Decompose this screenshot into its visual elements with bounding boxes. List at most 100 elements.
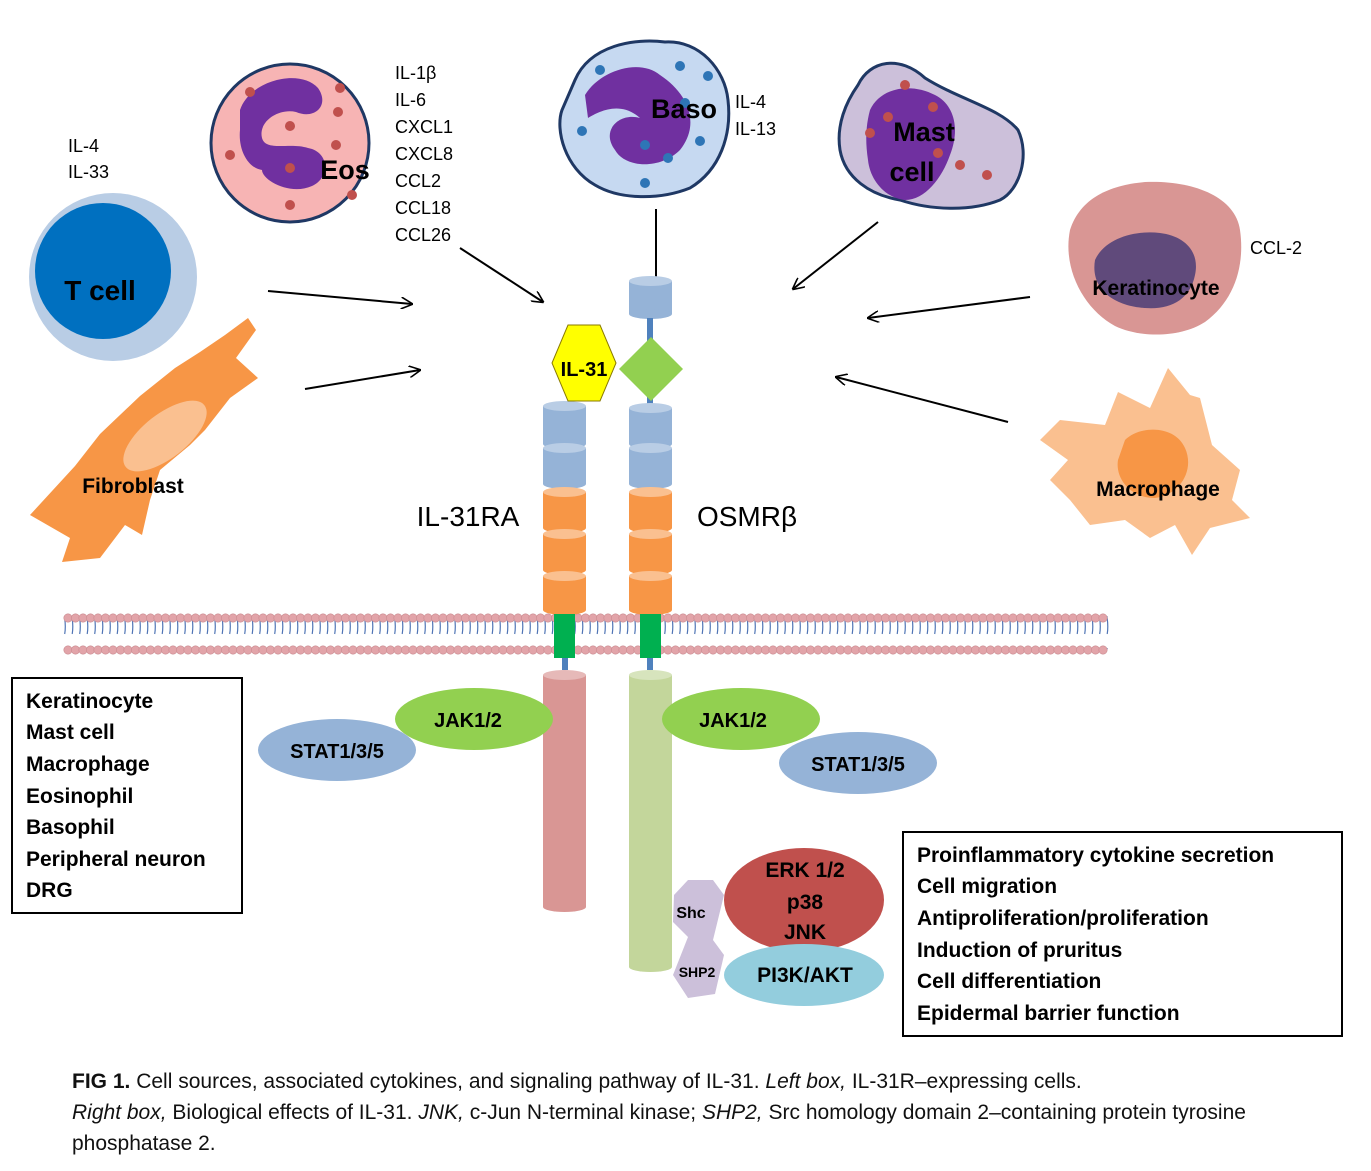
phospholipid-head [775,645,785,655]
phospholipid-head [318,613,328,623]
phospholipid-head [603,613,613,623]
mapk-group: ERK 1/2 p38 JNK [724,848,884,952]
caption-shp2-text: Src homology domain 2–containing protein… [72,1101,1246,1155]
phospholipid-head [790,645,800,655]
caption-right-box-text: Biological effects of IL-31. [172,1101,413,1124]
phospholipid-head [430,613,440,623]
phospholipid-head [925,613,935,623]
phospholipid-head [258,613,268,623]
phospholipid-head [535,613,545,623]
phospholipid-head [580,613,590,623]
phospholipid-head [1046,645,1056,655]
phospholipid-head [1053,645,1063,655]
caption-left-box-text: IL-31R–expressing cells. [851,1070,1082,1093]
right-box-item: Proinflammatory cytokine secretion [917,844,1274,867]
phospholipid-head [340,613,350,623]
phospholipid-head [191,613,201,623]
phospholipid-head [985,613,995,623]
phospholipid-head [730,645,740,655]
phospholipid-head [858,645,868,655]
caption-shp2-label: SHP2, [701,1101,763,1124]
il31ra-domain-2 [543,443,586,489]
phospholipid-head [310,613,320,623]
phospholipid-head [430,645,440,655]
eos-cytokine-2: IL-6 [395,90,426,110]
phospholipid-head [730,613,740,623]
phospholipid-head [146,613,156,623]
caption-fig-label: FIG 1. [72,1070,131,1093]
phospholipid-head [280,613,290,623]
osmr-domain-4 [629,529,672,575]
macrophage-cell: Macrophage [1040,368,1250,555]
phospholipid-head [355,613,365,623]
phospholipid-head [865,645,875,655]
phospholipid-head [161,645,171,655]
phospholipid-head [745,613,755,623]
phospholipid-head [850,645,860,655]
phospholipid-head [325,645,335,655]
phospholipid-head [303,613,313,623]
phospholipid-head [768,613,778,623]
phospholipid-head [206,613,216,623]
phospholipid-head [528,613,538,623]
phospholipid-head [153,645,163,655]
phospholipid-head [131,645,141,655]
phospholipid-head [723,645,733,655]
phospholipid-head [63,645,73,655]
t-cell-cytokine-1: IL-4 [68,136,99,156]
phospholipid-head [265,645,275,655]
phospholipid-head [685,613,695,623]
phospholipid-head [573,613,583,623]
phospholipid-head [370,613,380,623]
phospholipid-head [310,645,320,655]
phospholipid-head [198,645,208,655]
phospholipid-head [221,645,231,655]
phospholipid-head [153,613,163,623]
macrophage-nucleus [1117,429,1189,498]
phospholipid-head [880,645,890,655]
phospholipid-head [288,613,298,623]
phospholipid-head [745,645,755,655]
phospholipid-head [498,613,508,623]
jak-right-label: JAK1/2 [699,710,767,732]
phospholipid-head [1068,613,1078,623]
il31ra-domain-4 [543,529,586,575]
phospholipid-head [693,645,703,655]
phospholipid-head [1031,645,1041,655]
phospholipid-head [535,645,545,655]
phospholipid-head [146,645,156,655]
phospholipid-head [820,645,830,655]
phospholipid-head [625,645,635,655]
phospholipid-head [700,645,710,655]
phospholipid-head [378,645,388,655]
fibroblast-nucleus [123,400,207,472]
phospholipid-head [168,613,178,623]
phospholipid-head [738,645,748,655]
phospholipid-head [888,613,898,623]
phospholipid-head [445,645,455,655]
pi3k-akt: PI3K/AKT [724,944,884,1006]
il31-ligand: IL-31 [551,324,617,402]
phospholipid-head [880,613,890,623]
right-box-item: Antiproliferation/proliferation [917,907,1209,930]
phospholipid-head [513,645,523,655]
keratinocyte-nucleus [1094,232,1196,309]
arrow-eos [459,247,543,302]
phospholipid-head [475,645,485,655]
figure-caption: FIG 1. Cell sources, associated cytokine… [72,1066,1322,1159]
phospholipid-head [520,613,530,623]
eos-cytokine-4: CXCL8 [395,144,453,164]
il31ra-domain-1 [543,401,586,449]
phospholipid-head [1076,613,1086,623]
phospholipid-head [393,645,403,655]
phospholipid-head [903,645,913,655]
osmr-ligand-binding-diamond [619,337,683,401]
phospholipid-head [318,645,328,655]
mapk-p38: p38 [787,891,824,914]
phospholipid-head [790,613,800,623]
phospholipid-head [843,613,853,623]
arrow-keratinocyte [868,296,1031,318]
phospholipid-head [251,645,261,655]
phospholipid-head [408,645,418,655]
phospholipid-head [963,613,973,623]
